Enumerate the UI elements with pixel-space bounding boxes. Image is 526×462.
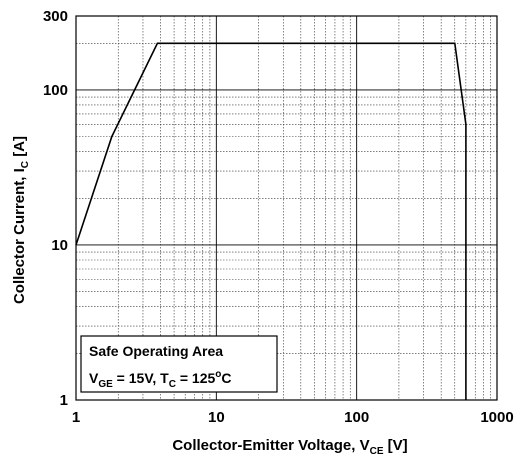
annotation-unit: C bbox=[221, 370, 231, 386]
y-axis-title: Collector Current, IC [A] bbox=[11, 136, 31, 304]
annotation-val: = 125 bbox=[176, 370, 216, 386]
annotation-v: V bbox=[89, 370, 99, 386]
x-tick-label: 10 bbox=[208, 409, 225, 426]
series-line bbox=[75, 42, 467, 400]
x-axis-title-sub: CE bbox=[370, 446, 384, 457]
y-tick-label: 1 bbox=[60, 392, 68, 409]
x-axis-title: Collector-Emitter Voltage, VCE [V] bbox=[172, 437, 407, 457]
annotation-v-sub: GE bbox=[98, 379, 113, 390]
annotation-deg: o bbox=[215, 369, 221, 380]
y-tick-label: 10 bbox=[51, 237, 68, 254]
annotation-title: Safe Operating Area bbox=[89, 343, 223, 359]
y-axis-title-sub: C bbox=[20, 161, 31, 168]
plot-frame bbox=[75, 15, 498, 401]
grid bbox=[76, 16, 497, 400]
annotation-t-sub: C bbox=[169, 379, 176, 390]
y-tick-label: 100 bbox=[43, 82, 68, 99]
y-axis-title-unit: [A] bbox=[11, 136, 28, 161]
x-tick-label: 1 bbox=[72, 409, 80, 426]
annotation-box: Safe Operating Area VGE = 15V, TC = 125o… bbox=[80, 335, 278, 393]
x-tick-label: 100 bbox=[344, 409, 369, 426]
x-tick-label: 1000 bbox=[480, 409, 513, 426]
annotation-mid: = 15V, T bbox=[113, 370, 169, 386]
x-axis-title-unit: [V] bbox=[384, 437, 408, 454]
y-tick-label: 300 bbox=[43, 8, 68, 25]
x-axis-title-main: Collector-Emitter Voltage, V bbox=[172, 437, 369, 454]
annotation-conditions: VGE = 15V, TC = 125oC bbox=[89, 369, 232, 390]
annotation-frame bbox=[80, 335, 278, 393]
y-axis-title-main: Collector Current, I bbox=[11, 168, 28, 304]
